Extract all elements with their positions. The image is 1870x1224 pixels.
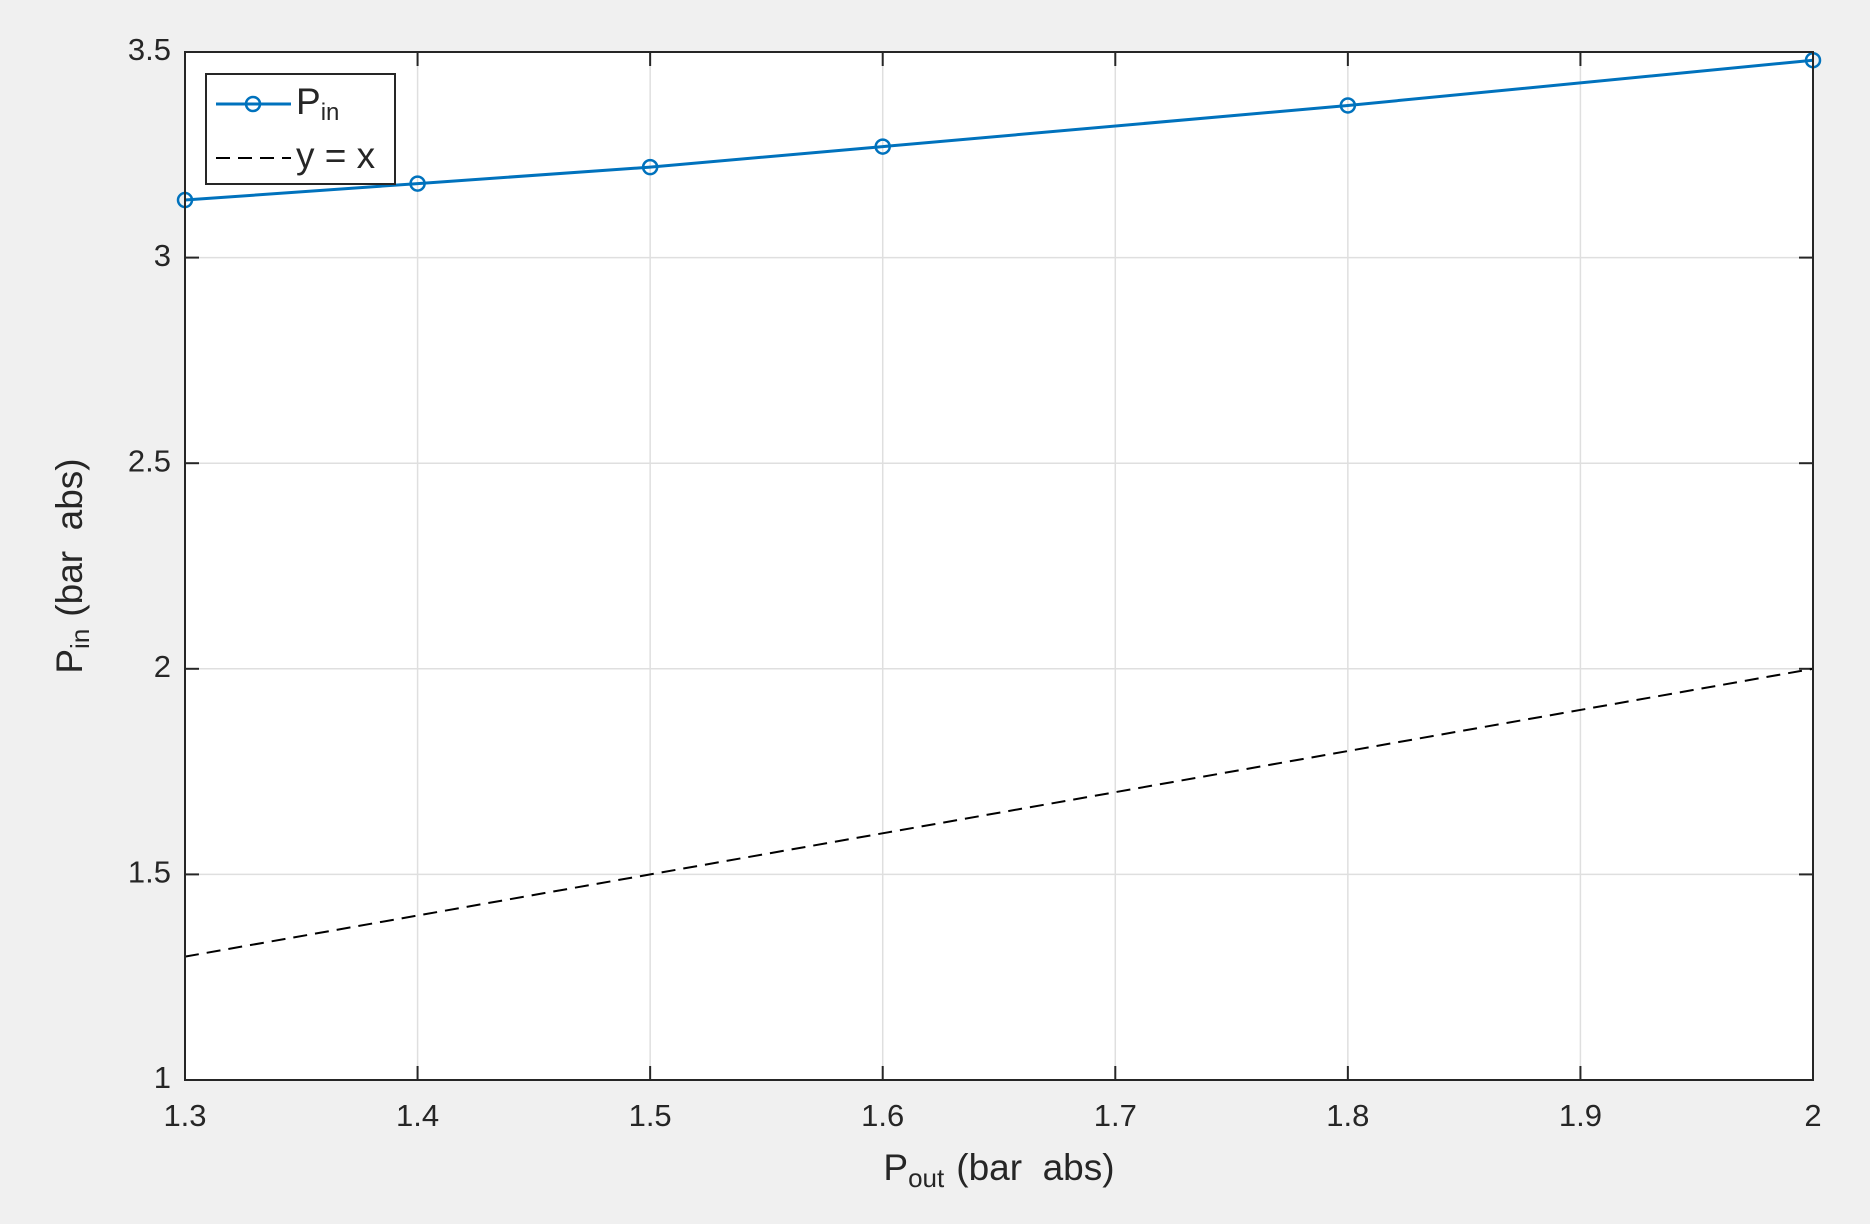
plot-area (185, 52, 1813, 1080)
x-tick-label: 1.7 (1094, 1098, 1137, 1133)
x-tick-label: 1.9 (1559, 1098, 1602, 1133)
y-label-sub: in (65, 629, 95, 649)
legend-name-sub: in (321, 99, 340, 126)
legend-label: Pin (296, 81, 339, 127)
legend-name: P (296, 81, 321, 122)
x-tick-label: 1.5 (629, 1098, 672, 1133)
x-label-main: P (883, 1147, 908, 1188)
x-label-unit: (bar abs) (956, 1147, 1114, 1188)
legend: Pin y = x (205, 73, 396, 185)
x-tick-label: 1.8 (1326, 1098, 1369, 1133)
y-tick-label: 3 (154, 238, 171, 273)
y-label-unit: (bar abs) (49, 458, 90, 616)
legend-label: y = x (296, 135, 376, 176)
x-tick-label: 1.4 (396, 1098, 439, 1133)
y-tick-label: 2.5 (128, 443, 171, 478)
y-tick-label: 2 (154, 649, 171, 684)
point (874, 138, 891, 155)
series-line (184, 667, 1814, 958)
y-label-main: P (49, 649, 90, 674)
legend-box (205, 73, 396, 185)
y-tick-label: 3.5 (128, 32, 171, 67)
x-axis-label: Pout (bar abs) (883, 1147, 1114, 1193)
point (409, 175, 426, 192)
point (1339, 97, 1357, 114)
point (641, 158, 659, 176)
legend-marker (244, 95, 262, 113)
legend-name: y = x (296, 135, 376, 176)
y-tick-label: 1 (154, 1060, 171, 1095)
y-tick-label: 1.5 (128, 855, 171, 890)
series-line (184, 58, 1814, 202)
y-axis-label: Pin (bar abs) (49, 458, 95, 673)
axes-box (184, 51, 1814, 1081)
x-tick-label: 2 (1804, 1098, 1821, 1133)
x-tick-label: 1.3 (163, 1098, 206, 1133)
x-label-sub: out (908, 1163, 945, 1193)
x-tick-label: 1.6 (861, 1098, 904, 1133)
